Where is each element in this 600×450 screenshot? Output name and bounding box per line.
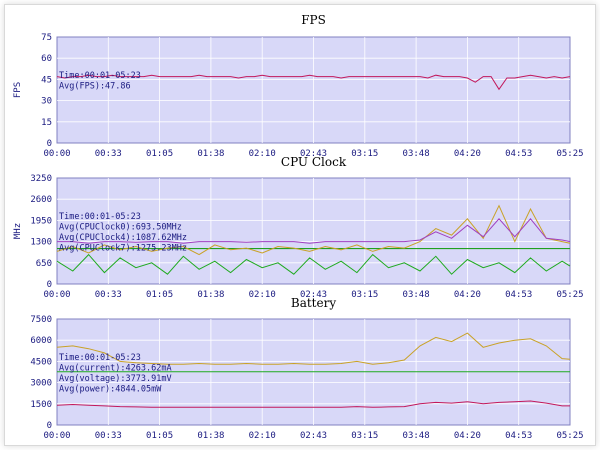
x-tick-label: 00:00: [43, 290, 70, 300]
series-line-0: [56, 332, 571, 365]
series-line-2: [56, 400, 570, 408]
x-tick-label: 02:10: [249, 431, 276, 441]
x-tick-label: 01:38: [197, 290, 224, 300]
x-tick-label: 02:10: [249, 149, 276, 159]
x-tick-label: 03:15: [351, 149, 378, 159]
y-tick-label: 3000: [30, 379, 52, 389]
chart-panel-1: CPU Clock 3250 2600 1950 1300 650 000:00 00:33 0…: [13, 155, 584, 300]
y-axis-label: FPS: [13, 82, 23, 98]
x-tick-label: 04:20: [454, 431, 481, 441]
annotation-text: Avg(CPUClock4):1087.62MHz: [59, 233, 187, 243]
chart-title: Battery: [291, 296, 336, 310]
x-tick-label: 01:38: [197, 431, 224, 441]
y-tick-label: 4500: [30, 357, 52, 367]
x-tick-label: 04:53: [505, 431, 532, 441]
y-tick-label: 7500: [30, 315, 52, 325]
y-tick-label: 0: [47, 139, 52, 149]
annotation-text: Time:00:01-05:23: [59, 353, 141, 363]
x-tick-label: 00:33: [95, 149, 122, 159]
chart-title: CPU Clock: [281, 155, 347, 169]
y-tick-label: 75: [41, 33, 52, 43]
x-tick-label: 00:33: [95, 431, 122, 441]
y-tick-label: 1950: [30, 216, 52, 226]
y-tick-label: 60: [41, 54, 52, 64]
x-tick-label: 03:48: [403, 431, 430, 441]
y-axis-label: MHz: [13, 223, 23, 239]
y-tick-label: 0: [47, 280, 52, 290]
series-line-2: [56, 253, 571, 275]
chart-title: FPS: [301, 13, 326, 27]
x-tick-label: 05:25: [556, 149, 583, 159]
y-tick-label: 650: [36, 259, 52, 269]
x-tick-label: 03:48: [403, 149, 430, 159]
x-tick-label: 00:00: [43, 431, 70, 441]
annotation-text: Avg(CPUClock7):1275.23MHz: [59, 244, 187, 254]
annotation-text: Avg(FPS):47.86: [59, 82, 131, 92]
annotation-text: Avg(CPUClock0):693.50MHz: [59, 223, 182, 233]
x-tick-label: 03:15: [351, 431, 378, 441]
x-tick-label: 00:33: [95, 290, 122, 300]
x-tick-label: 00:00: [43, 149, 70, 159]
x-tick-label: 02:10: [249, 290, 276, 300]
x-tick-label: 01:05: [146, 431, 173, 441]
series-line-0: [56, 204, 571, 256]
annotation-text: Time:00:01-05:23: [59, 212, 141, 222]
x-tick-label: 04:53: [505, 290, 532, 300]
x-tick-label: 04:20: [454, 290, 481, 300]
y-tick-label: 3250: [30, 174, 52, 184]
y-tick-label: 15: [41, 118, 52, 128]
y-tick-label: 6000: [30, 336, 52, 346]
series-line-1: [57, 218, 571, 244]
y-tick-label: 2600: [30, 195, 52, 205]
x-tick-label: 03:15: [351, 290, 378, 300]
y-tick-label: 1300: [30, 238, 52, 248]
series-line-0: [56, 74, 571, 91]
x-tick-label: 02:43: [300, 290, 327, 300]
y-tick-label: 1500: [30, 400, 52, 410]
x-tick-label: 01:05: [146, 149, 173, 159]
y-tick-label: 30: [41, 97, 52, 107]
annotation-text: Avg(voltage):3773.91mV: [59, 374, 172, 384]
x-tick-label: 02:43: [300, 431, 327, 441]
frame-border: [4, 4, 596, 446]
x-tick-label: 01:05: [146, 290, 173, 300]
y-tick-label: 45: [41, 75, 52, 85]
annotation-text: Avg(power):4844.05mW: [59, 385, 162, 395]
x-tick-label: 03:48: [403, 290, 430, 300]
x-tick-label: 01:38: [197, 149, 224, 159]
x-tick-label: 02:43: [300, 149, 327, 159]
chart-panel-0: FPS 75 60 45 30 15 000:00 00:33 01:05 01:38 02:10 0…: [13, 13, 584, 159]
chart-panel-2: Battery 7500 6000 4500 3000 1500 000:00 00:33 01…: [30, 296, 583, 441]
x-tick-label: 04:20: [454, 149, 481, 159]
y-tick-label: 0: [47, 421, 52, 431]
x-tick-label: 05:25: [556, 290, 583, 300]
x-tick-label: 04:53: [505, 149, 532, 159]
x-tick-label: 05:25: [556, 431, 583, 441]
annotation-text: Avg(current):4263.62mA: [59, 364, 172, 374]
annotation-text: Time:00:01-05:23: [59, 71, 141, 81]
